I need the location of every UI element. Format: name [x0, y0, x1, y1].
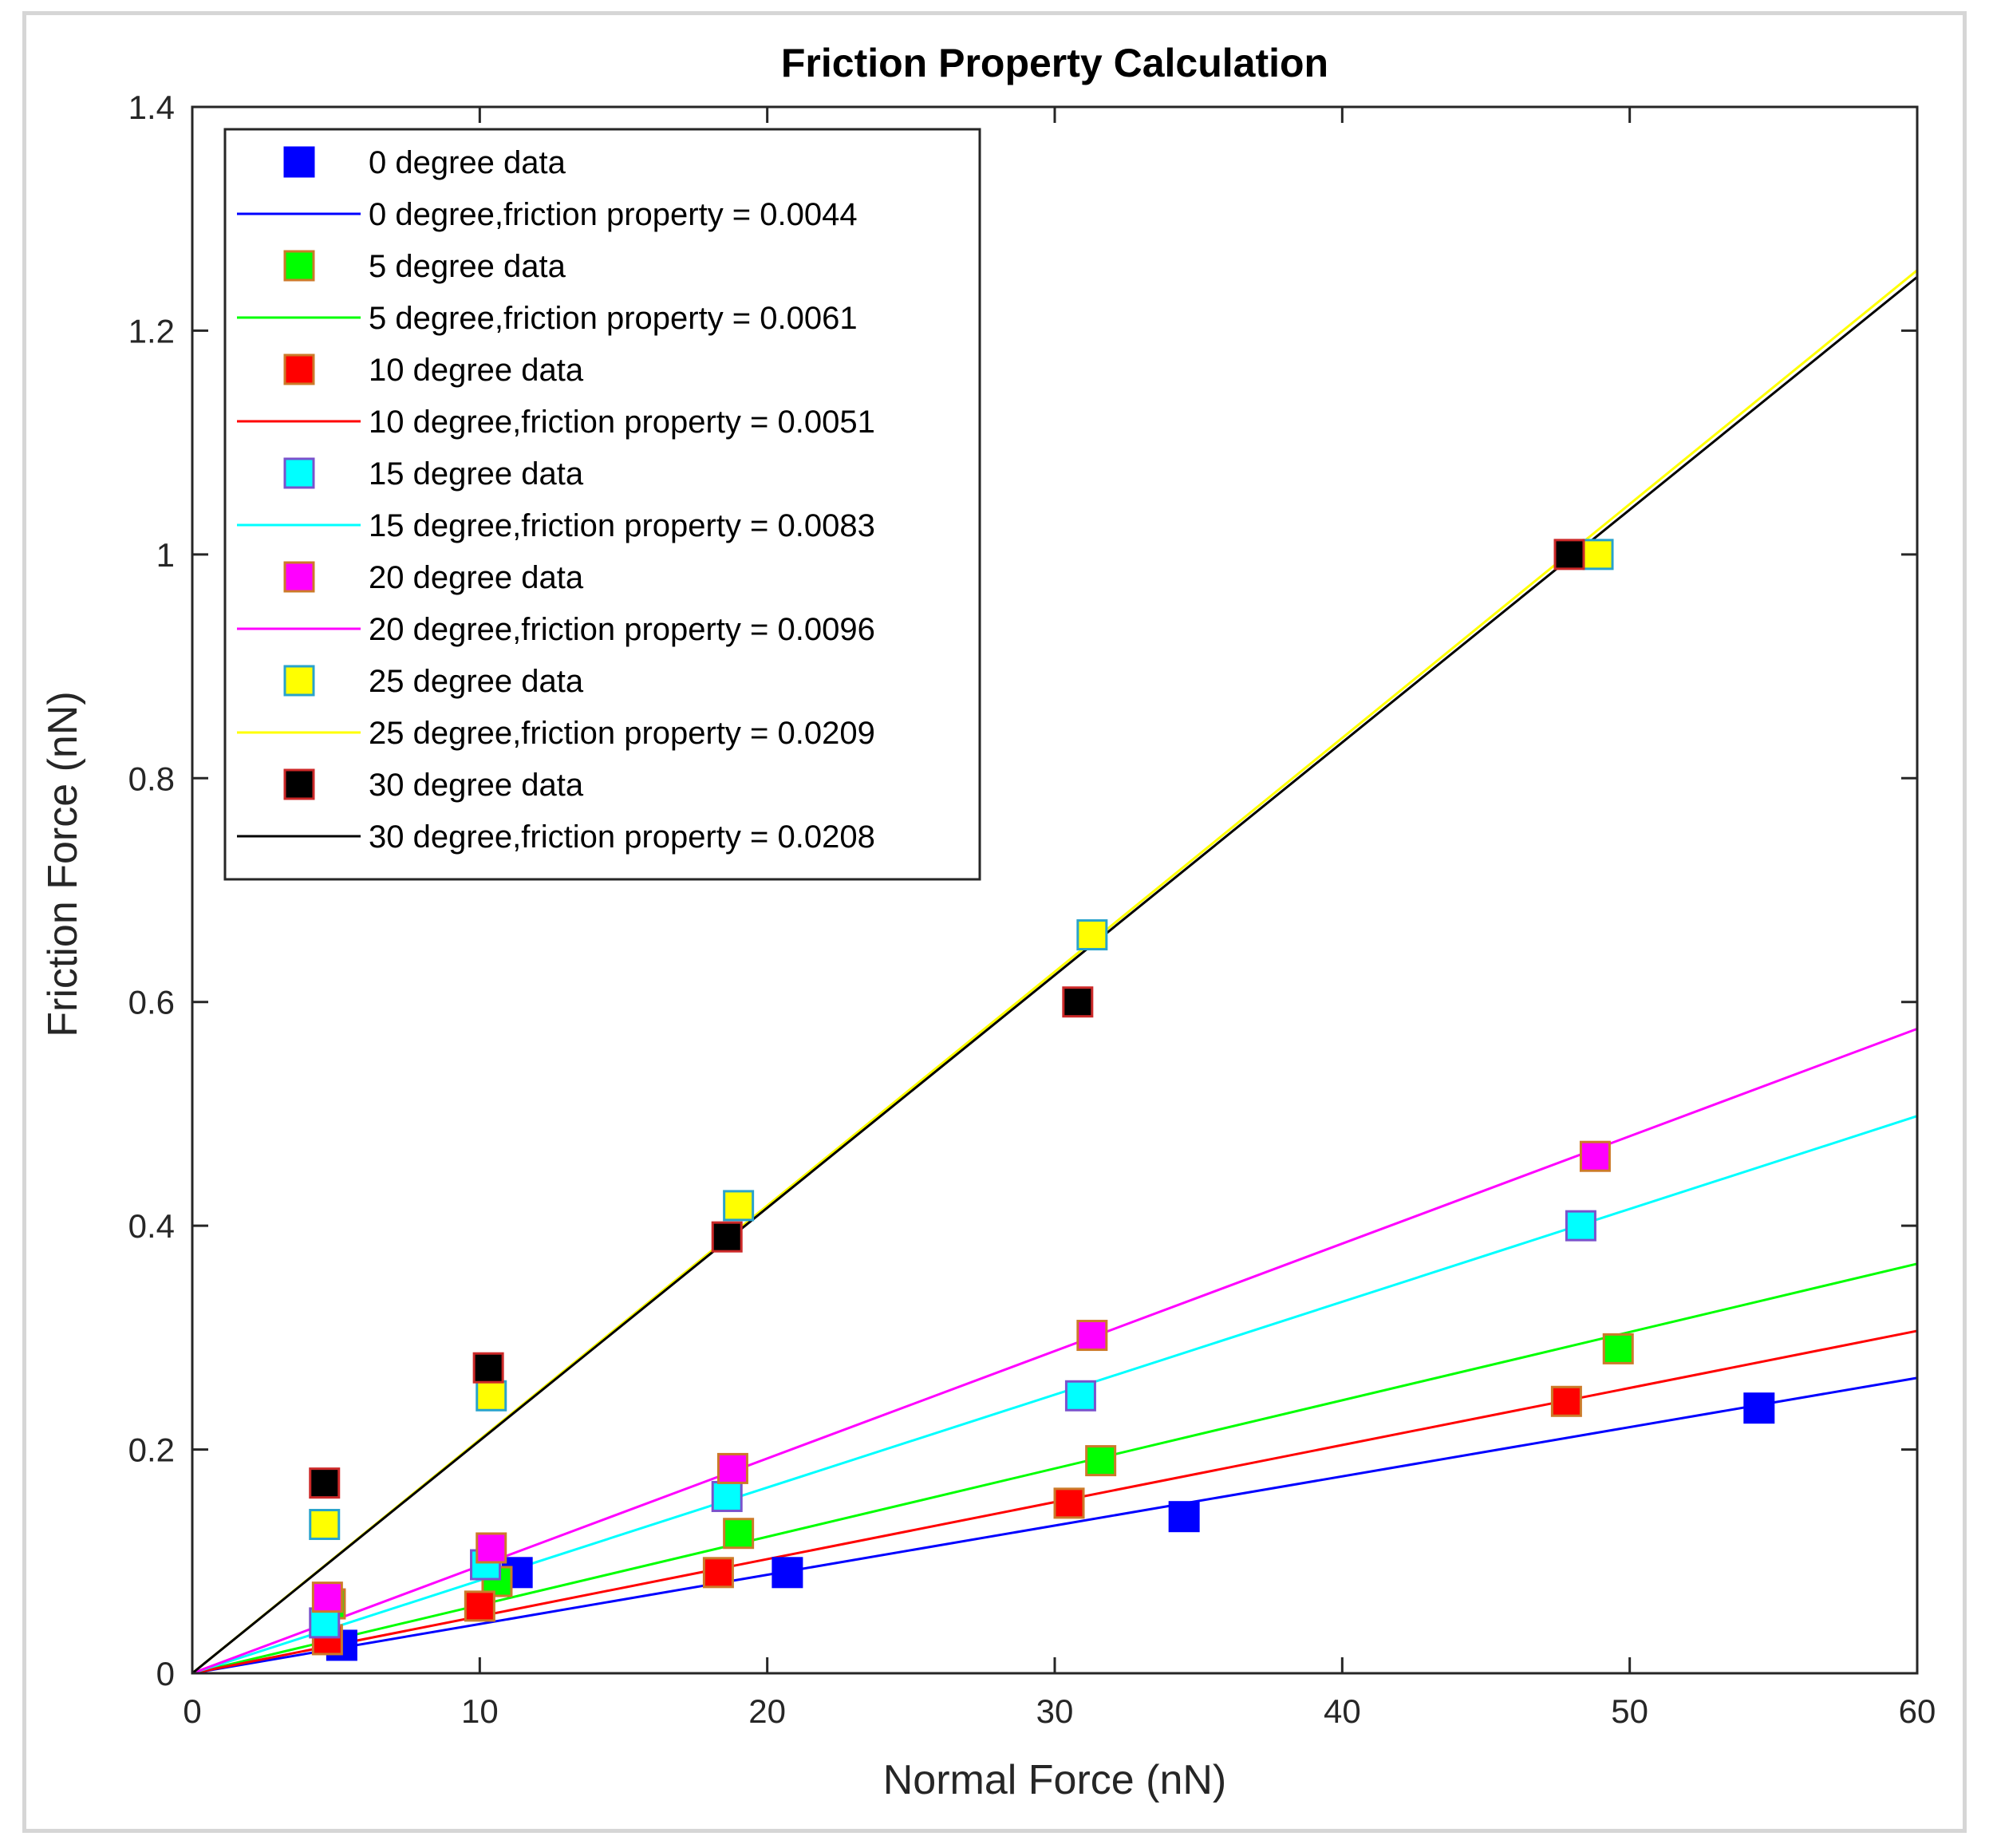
data-point-5deg-3 — [1085, 1445, 1117, 1477]
data-point-10deg-2 — [702, 1557, 734, 1589]
legend-label-fit-5deg: 5 degree,friction property = 0.0061 — [369, 301, 858, 336]
legend-label-fit-30deg: 30 degree,friction property = 0.0208 — [369, 819, 875, 855]
data-point-20deg-0 — [311, 1581, 343, 1613]
legend-label-data-30deg: 30 degree data — [369, 768, 584, 803]
legend-marker-0deg — [283, 146, 315, 178]
y-tick-label: 1.4 — [128, 89, 175, 126]
legend-marker-5deg — [283, 250, 315, 282]
legend-label-data-20deg: 20 degree data — [369, 560, 584, 595]
data-point-10deg-3 — [1053, 1487, 1085, 1519]
legend-marker-20deg — [283, 561, 315, 593]
data-point-30deg-4 — [1553, 539, 1585, 571]
legend-label-fit-15deg: 15 degree,friction property = 0.0083 — [369, 508, 875, 543]
data-point-15deg-2 — [711, 1480, 743, 1512]
legend-box — [223, 128, 981, 881]
legend-label-fit-20deg: 20 degree,friction property = 0.0096 — [369, 612, 875, 647]
y-tick-label: 0.4 — [128, 1207, 175, 1245]
y-tick-label: 0.2 — [128, 1431, 175, 1469]
x-tick-label: 10 — [461, 1692, 499, 1730]
data-point-0deg-3 — [1168, 1501, 1200, 1533]
data-point-25deg-0 — [309, 1509, 341, 1541]
legend: 0 degree data 0 degree,friction property … — [223, 128, 981, 881]
legend-label-data-0deg: 0 degree data — [369, 145, 566, 180]
data-point-30deg-2 — [711, 1221, 743, 1253]
legend-label-fit-10deg: 10 degree,friction property = 0.0051 — [369, 405, 875, 440]
data-point-25deg-1 — [476, 1380, 507, 1412]
data-point-0deg-4 — [1743, 1392, 1775, 1424]
data-point-15deg-3 — [1064, 1380, 1096, 1412]
y-tick-label: 0.6 — [128, 984, 175, 1021]
data-point-10deg-1 — [464, 1590, 495, 1622]
data-point-25deg-4 — [1582, 539, 1614, 571]
x-tick-label: 40 — [1324, 1692, 1361, 1730]
x-axis-label: Normal Force (nN) — [883, 1757, 1227, 1803]
fit-line-0deg — [191, 1376, 1918, 1675]
data-point-15deg-0 — [309, 1607, 341, 1639]
data-markers-group — [309, 539, 1775, 1661]
legend-marker-30deg — [283, 768, 315, 800]
data-point-5deg-2 — [723, 1518, 755, 1550]
y-tick-label: 0.8 — [128, 760, 175, 797]
data-point-15deg-4 — [1565, 1210, 1596, 1242]
fit-line-30deg — [191, 275, 1918, 1675]
data-point-10deg-4 — [1550, 1385, 1582, 1417]
axes-group: 0 10 20 30 40 50 60 0 0.2 0.4 0.6 0.8 1 1.2 1.4 — [128, 89, 1936, 1730]
fit-line-5deg — [191, 1262, 1918, 1675]
legend-label-data-25deg: 25 degree data — [369, 664, 584, 699]
data-point-30deg-0 — [309, 1467, 341, 1499]
data-point-25deg-3 — [1076, 919, 1108, 951]
legend-label-data-5deg: 5 degree data — [369, 249, 566, 284]
y-tick-label: 0 — [156, 1655, 175, 1692]
x-tick-label: 30 — [1036, 1692, 1074, 1730]
data-point-20deg-1 — [476, 1532, 507, 1564]
legend-label-data-15deg: 15 degree data — [369, 456, 584, 492]
legend-marker-10deg — [283, 353, 315, 385]
legend-marker-25deg — [283, 665, 315, 697]
data-point-20deg-3 — [1076, 1320, 1108, 1352]
y-tick-label: 1.2 — [128, 312, 175, 349]
legend-label-fit-25deg: 25 degree,friction property = 0.0209 — [369, 716, 875, 751]
fit-line-15deg — [191, 1115, 1918, 1675]
chart-title: Friction Property Calculation — [781, 41, 1328, 85]
data-point-25deg-2 — [723, 1190, 755, 1222]
data-point-5deg-4 — [1602, 1333, 1634, 1364]
legend-marker-15deg — [283, 457, 315, 489]
fit-line-20deg — [191, 1027, 1918, 1675]
legend-label-fit-0deg: 0 degree,friction property = 0.0044 — [369, 197, 858, 232]
legend-label-data-10deg: 10 degree data — [369, 353, 584, 388]
x-tick-label: 0 — [183, 1692, 201, 1730]
x-tick-label: 50 — [1611, 1692, 1648, 1730]
data-point-20deg-4 — [1579, 1140, 1611, 1172]
data-point-20deg-2 — [716, 1452, 748, 1484]
data-point-30deg-3 — [1062, 986, 1094, 1018]
x-tick-label: 20 — [748, 1692, 786, 1730]
x-tick-label: 60 — [1899, 1692, 1936, 1730]
y-axis-label: Friction Force (nN) — [40, 691, 86, 1037]
y-tick-label: 1 — [156, 536, 175, 574]
data-point-30deg-1 — [472, 1352, 504, 1384]
data-point-0deg-2 — [772, 1557, 803, 1589]
